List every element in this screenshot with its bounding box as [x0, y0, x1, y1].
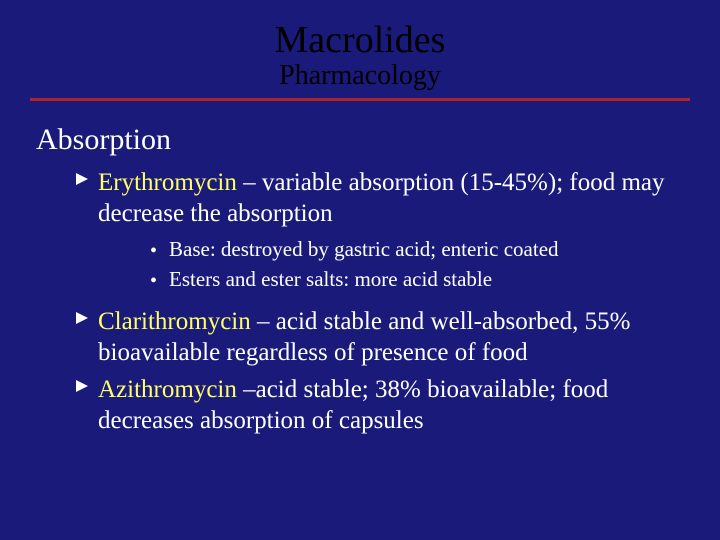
arrow-icon [74, 171, 92, 197]
title-block: Macrolides Pharmacology [30, 18, 690, 101]
bullet-item: Erythromycin – variable absorption (15-4… [74, 167, 680, 230]
slide: Macrolides Pharmacology Absorption Eryth… [0, 0, 720, 540]
bullet-dot-icon: • [150, 238, 157, 264]
bullet-text: Erythromycin – variable absorption (15-4… [98, 167, 680, 230]
slide-title: Macrolides [30, 18, 690, 62]
sub-bullet-item: • Esters and ester salts: more acid stab… [150, 266, 680, 294]
drug-name: Erythromycin [98, 169, 237, 196]
sub-bullet-text: Esters and ester salts: more acid stable [169, 266, 492, 293]
bullet-dot-icon: • [150, 268, 157, 294]
bullet-item: Clarithromycin – acid stable and well-ab… [74, 306, 680, 369]
bullet-item: Azithromycin –acid stable; 38% bioavaila… [74, 374, 680, 437]
drug-name: Clarithromycin [98, 308, 251, 335]
drug-name: Azithromycin [98, 376, 237, 403]
arrow-icon [74, 310, 92, 336]
bullet-text: Clarithromycin – acid stable and well-ab… [98, 306, 680, 369]
sub-bullet-item: • Base: destroyed by gastric acid; enter… [150, 236, 680, 264]
section-heading: Absorption [36, 123, 680, 157]
sub-bullet-group: • Base: destroyed by gastric acid; enter… [40, 236, 680, 294]
bullet-text: Azithromycin –acid stable; 38% bioavaila… [98, 374, 680, 437]
slide-subtitle: Pharmacology [30, 60, 690, 92]
arrow-icon [74, 378, 92, 404]
sub-bullet-text: Base: destroyed by gastric acid; enteric… [169, 236, 559, 263]
